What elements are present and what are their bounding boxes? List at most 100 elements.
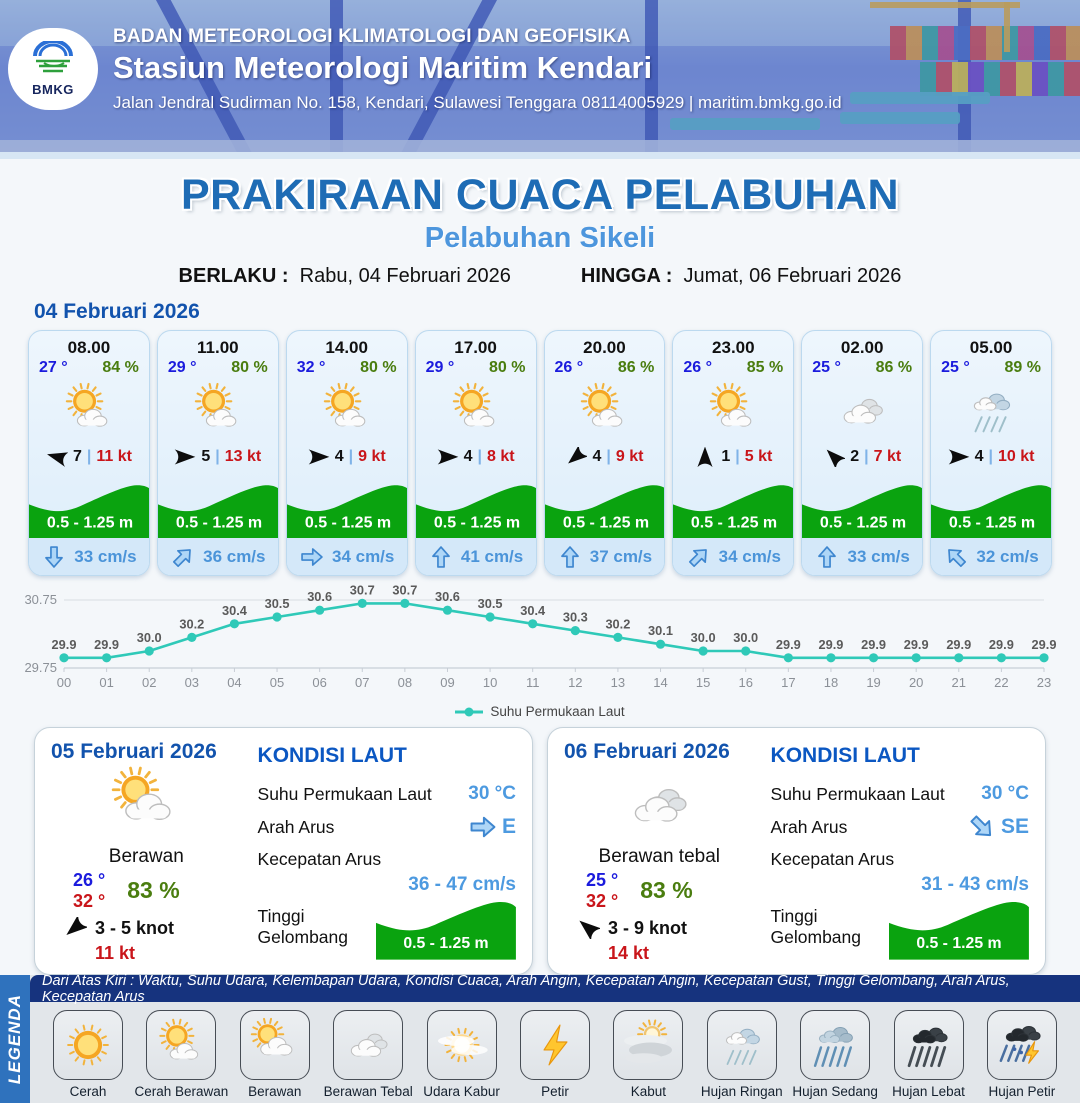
svg-text:20: 20 <box>909 675 923 690</box>
svg-text:30.5: 30.5 <box>265 596 290 611</box>
gust-speed: 9 kt <box>358 447 386 465</box>
hourly-temp-humidity: 26 ° 85 % <box>673 358 793 377</box>
svg-text:07: 07 <box>355 675 369 690</box>
svg-text:30.6: 30.6 <box>435 589 460 604</box>
hujan-ringan-icon <box>725 1028 760 1065</box>
wave-height-band: 0.5 - 1.25 m <box>802 485 923 538</box>
hourly-wind-row: 1 | 5 kt <box>673 447 793 467</box>
hourly-temp-humidity: 26 ° 86 % <box>545 358 665 377</box>
svg-text:30.7: 30.7 <box>392 582 417 597</box>
svg-text:29.9: 29.9 <box>52 637 77 652</box>
svg-text:05: 05 <box>270 675 284 690</box>
svg-text:30.0: 30.0 <box>733 630 758 645</box>
wave-height-band: 0.5 - 1.25 m <box>889 902 1029 960</box>
hourly-current-row: 36 cm/s <box>157 538 278 575</box>
logo-label: BMKG <box>32 82 74 97</box>
svg-text:16: 16 <box>739 675 753 690</box>
hourly-cards-row: 08.00 27 ° 84 % 7 | 11 kt 0.5 - 1.25 m 3… <box>28 330 1052 576</box>
svg-text:30.6: 30.6 <box>307 589 332 604</box>
chart-legend: Suhu Permukaan Laut <box>16 704 1064 719</box>
hourly-current-row: 34 cm/s <box>673 538 794 575</box>
legend-item-label: Hujan Sedang <box>792 1084 878 1099</box>
svg-text:23: 23 <box>1037 675 1051 690</box>
sea-sst-row: Suhu Permukaan Laut 30 °C <box>771 783 1029 805</box>
legend-icon-box <box>239 1010 310 1080</box>
hourly-time: 14.00 <box>325 338 368 357</box>
current-speed: 33 cm/s <box>847 546 910 566</box>
svg-text:29.9: 29.9 <box>94 637 119 652</box>
hourly-temp: 29 ° <box>167 359 197 376</box>
daily-card: 05 Februari 2026 Berawan 26 ° 32 ° 83 % … <box>34 727 533 975</box>
daily-humidity: 83 % <box>640 877 693 904</box>
title-block: PRAKIRAAN CUACA PELABUHAN Pelabuhan Sike… <box>0 159 1080 288</box>
svg-text:30.2: 30.2 <box>605 616 630 631</box>
wind-speed: 4 <box>463 447 473 465</box>
cerah-berawan-icon <box>194 382 237 427</box>
legend-item-label: Udara Kabur <box>423 1084 500 1099</box>
current-speed: 34 cm/s <box>718 546 781 566</box>
current-direction-icon <box>301 547 323 566</box>
hourly-wind-row: 4 | 9 kt <box>545 447 665 467</box>
daily-temp-min: 25 ° <box>586 870 619 890</box>
svg-text:19: 19 <box>866 675 880 690</box>
svg-text:30.2: 30.2 <box>179 616 204 631</box>
legend-item-label: Cerah Berawan <box>134 1084 229 1099</box>
wind-direction-icon <box>826 449 846 467</box>
svg-text:29.9: 29.9 <box>861 637 886 652</box>
sea-current-dir-row: Arah Arus E <box>258 812 516 842</box>
legend-item-label: Hujan Lebat <box>892 1084 965 1099</box>
chart-legend-marker-icon <box>455 707 484 716</box>
hourly-time: 23.00 <box>712 338 755 357</box>
hourly-weather-icon-wrap <box>802 379 922 443</box>
daily-forecast-section: 05 Februari 2026 Berawan 26 ° 32 ° 83 % … <box>0 719 1080 975</box>
hourly-temp: 27 ° <box>39 359 68 376</box>
svg-text:30.75: 30.75 <box>24 592 57 607</box>
hourly-weather-icon-wrap <box>287 379 407 443</box>
legend-items-row: Cerah Cerah Berawan Berawan Berawan Teba… <box>30 1002 1080 1103</box>
wind-gust-separator: | <box>735 447 740 465</box>
svg-text:15: 15 <box>696 675 710 690</box>
hourly-wind-row: 2 | 7 kt <box>802 447 922 467</box>
legend-side-bar: LEGENDA <box>0 975 30 1103</box>
daily-temps: 25 ° 32 ° 83 % <box>586 870 755 911</box>
hourly-weather-icon-wrap <box>545 379 665 443</box>
svg-text:04: 04 <box>227 675 241 690</box>
hourly-weather-icon-wrap <box>673 379 793 443</box>
gust-speed: 9 kt <box>615 447 644 465</box>
hourly-humidity: 84 % <box>102 359 139 376</box>
validity-row: BERLAKU : Rabu, 04 Februari 2026 HINGGA … <box>0 265 1080 288</box>
svg-text:18: 18 <box>824 675 838 690</box>
legend-item: Hujan Ringan <box>696 1010 788 1099</box>
hourly-wave-wrap: 0.5 - 1.25 m <box>802 480 923 538</box>
wave-height-band: 0.5 - 1.25 m <box>29 485 149 538</box>
current-direction-icon <box>173 548 191 567</box>
svg-text:0.5 - 1.25 m: 0.5 - 1.25 m <box>305 515 391 532</box>
svg-text:30.7: 30.7 <box>350 582 375 597</box>
hourly-humidity: 86 % <box>875 359 913 376</box>
sea-current-speed-value: 31 - 43 cm/s <box>921 874 1029 895</box>
hourly-current-row: 33 cm/s <box>802 538 923 575</box>
wind-gust-separator: | <box>477 447 482 465</box>
gust-speed: 11 kt <box>96 447 132 465</box>
svg-text:29.9: 29.9 <box>776 637 801 652</box>
legend-icon-box <box>146 1010 217 1080</box>
bmkg-logo: BMKG <box>8 28 98 110</box>
svg-text:0.5 - 1.25 m: 0.5 - 1.25 m <box>949 515 1035 532</box>
hourly-card: 05.00 25 ° 89 % 4 | 10 kt 0.5 - 1.25 m 3… <box>930 330 1052 576</box>
wind-speed: 1 <box>721 447 731 465</box>
svg-text:30.3: 30.3 <box>563 610 588 625</box>
hourly-temp-humidity: 29 ° 80 % <box>416 358 536 377</box>
svg-text:0.5 - 1.25 m: 0.5 - 1.25 m <box>691 515 777 532</box>
svg-text:0.5 - 1.25 m: 0.5 - 1.25 m <box>47 515 133 532</box>
current-direction-icon <box>470 816 496 838</box>
wave-height-band: 0.5 - 1.25 m <box>157 485 278 538</box>
hujan-sedang-icon <box>813 1027 853 1067</box>
hourly-humidity: 85 % <box>746 359 784 376</box>
current-direction-icon <box>45 545 64 568</box>
current-direction-icon <box>970 815 992 837</box>
sea-current-dir-value: SE <box>1000 815 1029 838</box>
wind-direction-icon <box>437 449 458 465</box>
cerah-berawan-icon <box>710 382 752 427</box>
hourly-temp-humidity: 25 ° 89 % <box>931 358 1051 377</box>
daily-temp-max: 32 ° <box>73 890 106 911</box>
